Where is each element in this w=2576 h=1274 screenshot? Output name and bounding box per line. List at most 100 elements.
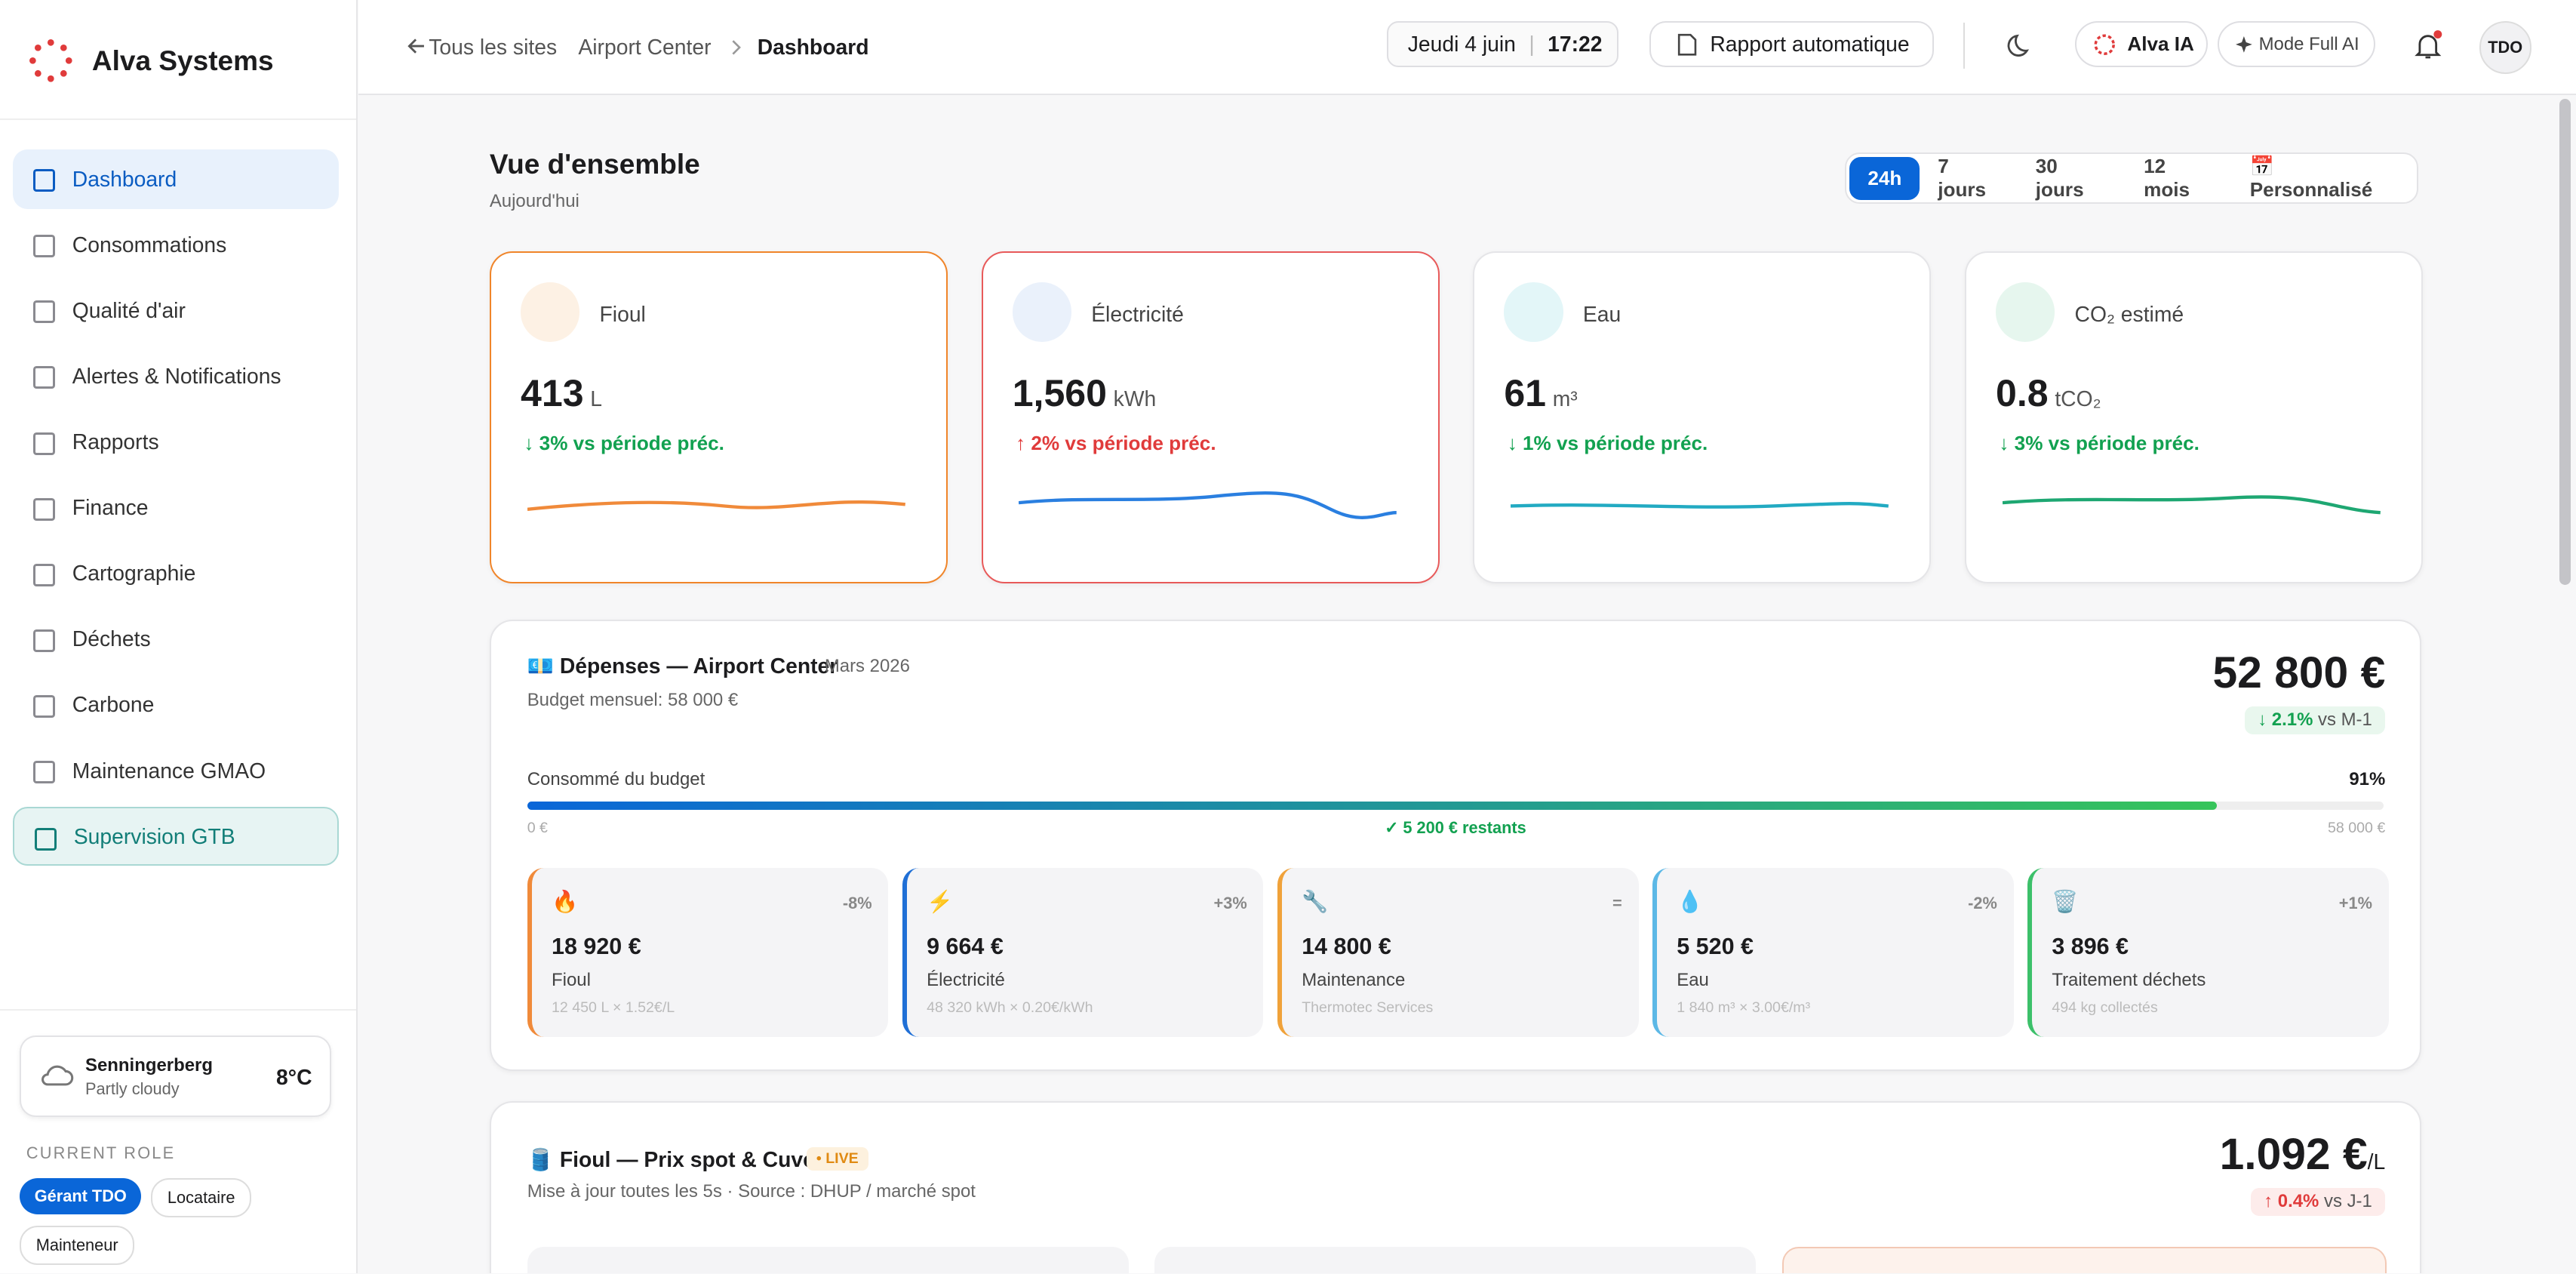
topbar: Tous les sites Airport Center Dashboard … — [358, 0, 2576, 96]
item-name: Électricité — [927, 969, 1005, 990]
used-label: 91% — [2349, 768, 2386, 789]
live-label: LIVE — [825, 1149, 859, 1167]
breadcrumb-page: Dashboard — [757, 34, 869, 59]
time: 17:22 — [1548, 32, 1603, 57]
item-icon: ⚡ — [927, 888, 954, 913]
weather-icon — [41, 1065, 74, 1086]
nav-item[interactable]: Rapports — [13, 412, 338, 471]
fuel-card: 🛢️ Fioul — Prix spot & Cuves • LIVE Mise… — [489, 1100, 2421, 1274]
ai-label: Alva IA — [2127, 32, 2194, 56]
value: 1,560 — [1012, 371, 1107, 414]
nav-item[interactable]: Finance — [13, 479, 338, 537]
unit: kWh — [1113, 386, 1157, 411]
scrollbar — [2559, 98, 2571, 586]
value: 61 — [1504, 371, 1547, 414]
range-option[interactable]: 7 jours — [1938, 155, 1987, 202]
item-name: Maintenance — [1302, 969, 1406, 990]
kpi-name: CO₂ estimé — [2074, 302, 2184, 327]
item-name: Eau — [1677, 969, 1709, 990]
item-amount: 5 520 € — [1677, 933, 1754, 959]
budget-min: 0 € — [527, 820, 548, 837]
unit: L — [590, 386, 602, 411]
range-selector: 24h 7 jours 30 jours 12 mois 📅 Personnalisé — [1845, 152, 2418, 204]
back-icon — [407, 38, 424, 54]
item-amount: 14 800 € — [1302, 933, 1391, 959]
nav-item[interactable]: Alertes & Notifications — [13, 346, 338, 405]
kpi-value: 0.8 tCO₂ — [1996, 371, 2101, 415]
expense-item: ⚡ +3% 9 664 € Électricité 48 320 kWh × 0.20€… — [902, 867, 1264, 1037]
report-button[interactable]: Rapport automatique — [1649, 21, 1934, 68]
date-time: Jeudi 4 juin | 17:22 — [1386, 21, 1618, 68]
nav-item[interactable]: Supervision GTB — [13, 806, 339, 866]
kpi-value: 61 m³ — [1504, 371, 1577, 415]
logo — [29, 39, 72, 82]
nav-item[interactable]: Maintenance GMAO — [13, 741, 338, 800]
kpi-name: Fioul — [599, 302, 646, 327]
expenses-delta: ↓ 2.1% vs M-1 — [2244, 706, 2386, 734]
price-unit: /L — [2367, 1149, 2386, 1174]
expenses-period: Mars 2026 — [824, 655, 910, 676]
range-option[interactable]: 30 jours — [2035, 155, 2084, 202]
kpi-delta: ↑ 2% vs période préc. — [1016, 432, 1216, 455]
item-detail: Thermotec Services — [1302, 999, 1434, 1016]
consumed-label: Consommé du budget — [527, 768, 705, 789]
expense-item: 🔧 = 14 800 € Maintenance Thermotec Services — [1277, 867, 1639, 1037]
divider — [1963, 23, 1965, 69]
condition: Partly cloudy — [85, 1079, 180, 1099]
nav-item[interactable]: Carbone — [13, 675, 338, 734]
range-option[interactable]: 24h — [1849, 156, 1920, 200]
nav-item[interactable]: Déchets — [13, 610, 338, 669]
kpi-value: 413 L — [521, 371, 602, 415]
role-chip[interactable]: Locataire — [151, 1178, 252, 1217]
kpi-name: Électricité — [1091, 302, 1184, 327]
nav-item[interactable]: Cartographie — [13, 544, 338, 603]
full-ai-button[interactable]: Mode Full AI — [2218, 21, 2376, 68]
range-option[interactable]: 12 mois — [2144, 155, 2190, 202]
breadcrumb-back[interactable]: Tous les sites — [429, 34, 558, 59]
kpi-card: Électricité 1,560 kWh ↑ 2% vs période préc. — [981, 251, 1440, 583]
ai-icon — [2094, 34, 2115, 55]
kpi-icon — [1504, 282, 1563, 342]
nav-item[interactable]: Consommations — [13, 215, 338, 274]
live-badge: • LIVE — [806, 1146, 868, 1171]
value: 413 — [521, 371, 584, 414]
nav-item[interactable]: Qualité d'air — [13, 281, 338, 340]
sparkline — [1511, 501, 1889, 509]
sidebar: Alva Systems Dashboard Consommations Quali… — [0, 0, 358, 1274]
role-label: CURRENT ROLE — [26, 1143, 176, 1163]
nav: Dashboard Consommations Qualité d'air Alert… — [13, 149, 339, 872]
nav-item[interactable]: Dashboard — [13, 149, 339, 209]
budget-max: 58 000 € — [2328, 820, 2386, 837]
brand-name: Alva Systems — [91, 45, 274, 77]
expenses-title: 💶 Dépenses — Airport Center — [527, 654, 838, 679]
city: Senningerberg — [85, 1054, 213, 1076]
item-amount: 3 896 € — [2052, 933, 2129, 959]
theme-toggle[interactable] — [2006, 31, 2035, 60]
kpi-delta: ↓ 3% vs période préc. — [1999, 432, 2199, 455]
unit: m³ — [1552, 386, 1578, 411]
notifications[interactable] — [2412, 29, 2445, 63]
spark-icon — [2236, 35, 2252, 53]
kpi-icon — [1996, 282, 2055, 342]
avatar[interactable]: TDO — [2479, 21, 2531, 74]
item-detail: 12 450 L × 1.52€/L — [552, 999, 675, 1016]
item-detail: 1 840 m³ × 3.00€/m³ — [1677, 999, 1811, 1016]
expense-item: 💧 -2% 5 520 € Eau 1 840 m³ × 3.00€/m³ — [1652, 867, 2014, 1037]
kpi-card: Eau 61 m³ ↓ 1% vs période préc. — [1473, 251, 1932, 583]
panel — [1154, 1247, 1757, 1274]
item-icon: 💧 — [1677, 888, 1704, 913]
role-chip[interactable]: Mainteneur — [20, 1226, 135, 1266]
fuel-delta: ↑ 0.4% vs J-1 — [2250, 1188, 2386, 1216]
budget-bar — [527, 802, 2217, 811]
role-chip[interactable]: Gérant TDO — [20, 1178, 142, 1214]
kpi-card: Fioul 413 L ↓ 3% vs période préc. — [489, 251, 948, 583]
overview-subtitle: Aujourd'hui — [489, 190, 579, 211]
range-option[interactable]: 📅 Personnalisé — [2249, 155, 2373, 202]
weather-card: Senningerberg Partly cloudy 8°C — [20, 1035, 332, 1118]
kpi-delta: ↓ 1% vs période préc. — [1507, 432, 1708, 455]
ai-button[interactable]: Alva IA — [2074, 21, 2209, 68]
item-name: Fioul — [552, 969, 591, 990]
kpi-icon — [1012, 282, 1072, 342]
breadcrumb-site[interactable]: Airport Center — [578, 34, 712, 59]
